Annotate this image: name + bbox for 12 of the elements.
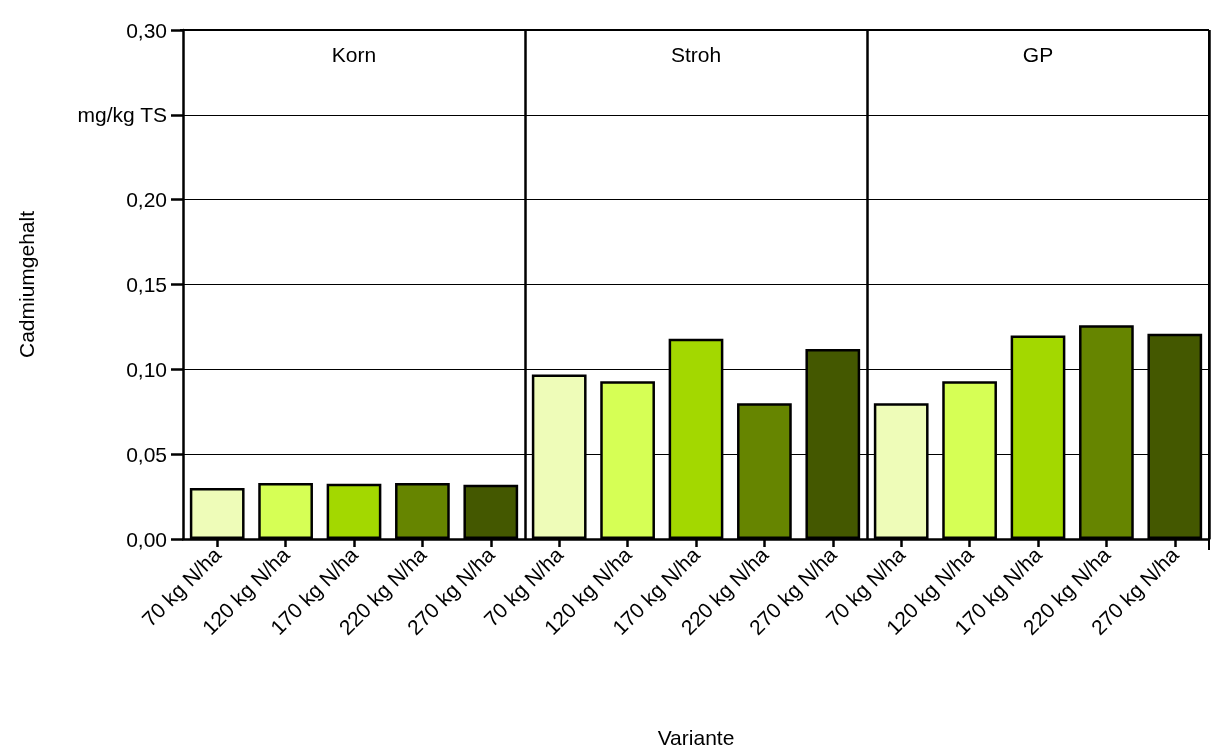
y-tick-label: mg/kg TS bbox=[77, 103, 167, 127]
x-axis-title: Variante bbox=[657, 726, 735, 749]
annotation: Korn bbox=[331, 43, 377, 66]
annotation: Stroh bbox=[670, 43, 722, 66]
y-tick-label: 0,00 bbox=[126, 527, 167, 551]
y-axis-title: Cadmiumgehalt bbox=[15, 210, 38, 359]
y-tick-label: 0,05 bbox=[126, 442, 167, 466]
y-tick-label: 0,10 bbox=[126, 357, 167, 381]
y-tick-label: 0,15 bbox=[126, 273, 167, 296]
y-tick-label: 0,30 bbox=[126, 18, 167, 42]
y-tick-label: 0,20 bbox=[126, 188, 167, 212]
annotation: GP bbox=[1022, 43, 1054, 66]
